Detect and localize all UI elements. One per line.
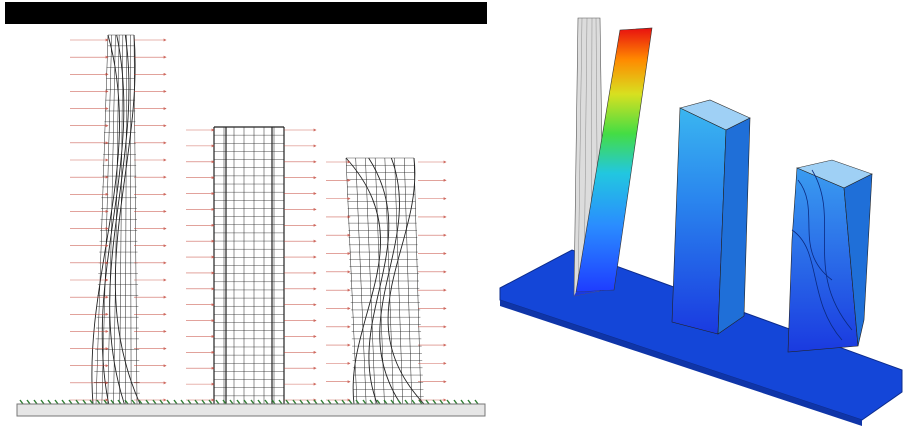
support-mark: [138, 399, 143, 405]
support-mark: [411, 399, 416, 405]
deformation-contour-diagram: [499, 17, 903, 426]
support-mark: [418, 399, 423, 405]
support-mark: [453, 399, 458, 405]
support-mark: [299, 399, 304, 405]
support-mark: [75, 399, 80, 405]
support-mark: [355, 399, 360, 405]
support-mark: [166, 399, 171, 405]
support-mark: [313, 399, 318, 405]
support-mark: [376, 399, 381, 405]
support-mark: [194, 399, 199, 405]
support-mark: [341, 399, 346, 405]
support-mark: [369, 399, 374, 405]
support-mark: [460, 399, 465, 405]
support-mark: [180, 399, 185, 405]
support-mark: [397, 399, 402, 405]
wireframe-elevation-diagram: [5, 2, 487, 417]
base-slab-edge: [500, 300, 862, 426]
support-mark: [439, 399, 444, 405]
middle-tower-deformed: [671, 99, 751, 335]
support-mark: [131, 399, 136, 405]
support-mark: [33, 399, 38, 405]
support-mark: [404, 399, 409, 405]
support-mark: [474, 399, 479, 405]
support-mark: [187, 399, 192, 405]
support-mark: [26, 399, 31, 405]
tower-c-diagonal: [387, 157, 425, 405]
support-mark: [264, 399, 269, 405]
rectangular-tower-wireframe: [213, 126, 285, 405]
deformation-contour-panel: [492, 0, 909, 426]
twisted-tower-wireframe: [345, 157, 425, 405]
wireframe-elevation-panel: [5, 2, 487, 417]
tower-a-diagonal: [91, 34, 120, 405]
support-mark: [68, 399, 73, 405]
support-mark: [215, 399, 220, 405]
support-mark: [173, 399, 178, 405]
support-mark: [446, 399, 451, 405]
support-mark: [250, 399, 255, 405]
support-mark: [334, 399, 339, 405]
tower-c-diagonal: [345, 157, 381, 405]
support-mark: [362, 399, 367, 405]
support-mark: [89, 399, 94, 405]
tower-c-diagonal: [368, 157, 390, 405]
support-mark: [383, 399, 388, 405]
support-mark: [243, 399, 248, 405]
twisted-tapered-tower-wireframe: [91, 34, 141, 405]
support-mark: [236, 399, 241, 405]
support-mark: [110, 399, 115, 405]
support-mark: [306, 399, 311, 405]
top-black-bar: [5, 2, 487, 24]
tower-c-diagonal: [379, 157, 402, 405]
ground-supports: [19, 399, 479, 405]
support-mark: [229, 399, 234, 405]
support-mark: [285, 399, 290, 405]
tall-tower-deformed: [573, 17, 653, 297]
tower-a-diagonal: [114, 34, 141, 405]
support-mark: [152, 399, 157, 405]
support-mark: [103, 399, 108, 405]
support-mark: [467, 399, 472, 405]
support-mark: [117, 399, 122, 405]
support-mark: [54, 399, 59, 405]
support-mark: [124, 399, 129, 405]
support-mark: [320, 399, 325, 405]
support-mark: [278, 399, 283, 405]
tower-a-diagonal: [109, 34, 130, 405]
support-mark: [327, 399, 332, 405]
support-mark: [292, 399, 297, 405]
support-mark: [432, 399, 437, 405]
support-mark: [425, 399, 430, 405]
support-mark: [257, 399, 262, 405]
base-plate: [16, 403, 486, 417]
support-mark: [222, 399, 227, 405]
support-mark: [208, 399, 213, 405]
support-mark: [19, 399, 24, 405]
support-mark: [61, 399, 66, 405]
short-twisted-tower-deformed: [787, 159, 873, 353]
support-mark: [40, 399, 45, 405]
support-mark: [390, 399, 395, 405]
support-mark: [82, 399, 87, 405]
support-mark: [271, 399, 276, 405]
tower-a-diagonal: [101, 34, 125, 405]
wind-load-arrows: [70, 38, 447, 402]
support-mark: [96, 399, 101, 405]
support-mark: [348, 399, 353, 405]
support-mark: [201, 399, 206, 405]
support-mark: [145, 399, 150, 405]
support-mark: [47, 399, 52, 405]
support-mark: [159, 399, 164, 405]
